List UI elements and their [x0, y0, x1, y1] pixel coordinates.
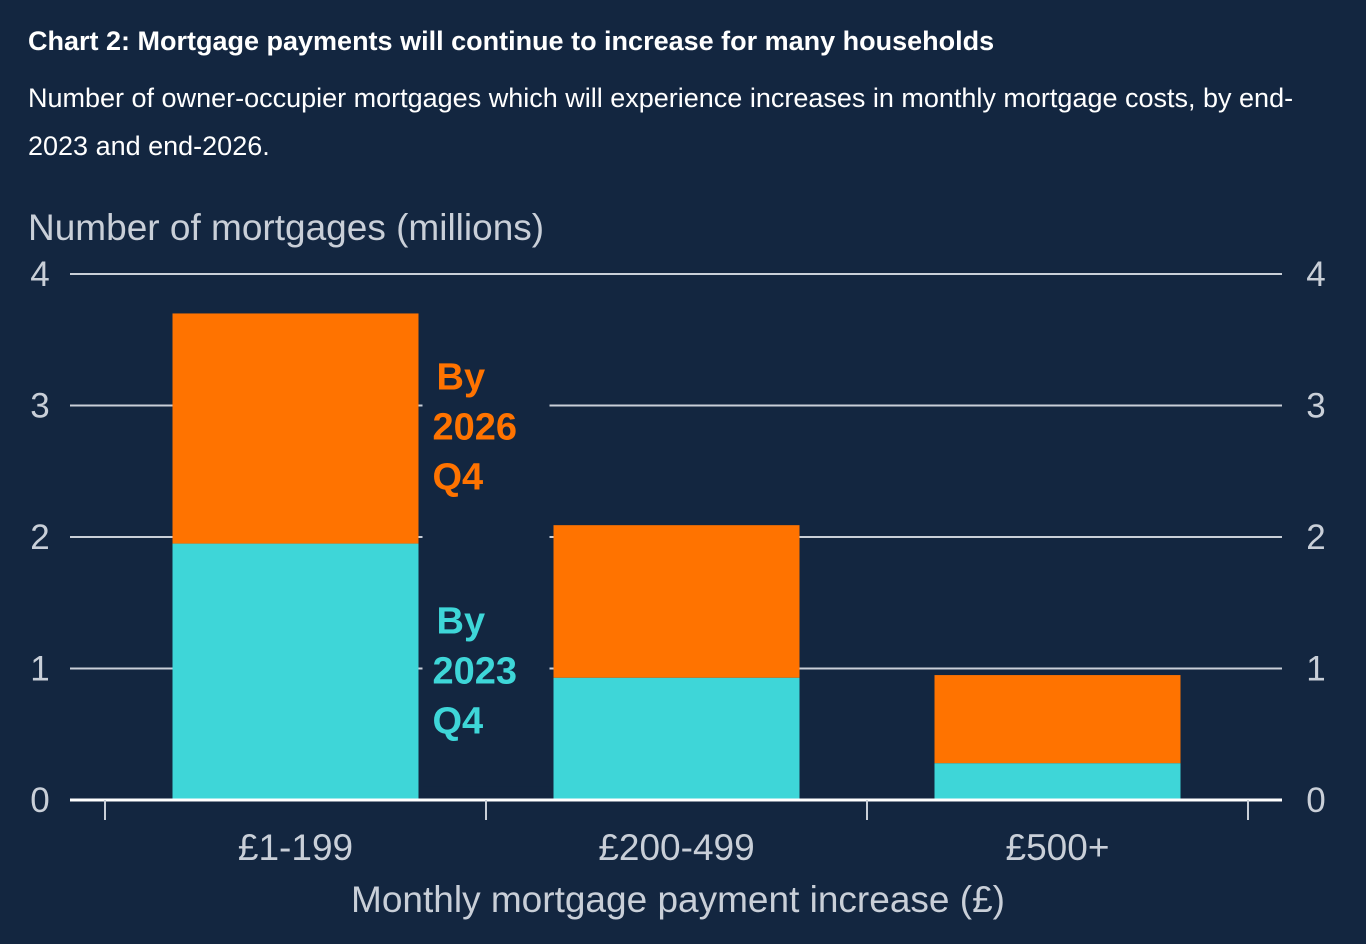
- x-tick-label: £1-199: [238, 827, 353, 868]
- x-tick-label: £500+: [1006, 827, 1110, 868]
- annotation-label: By: [437, 356, 486, 398]
- bar-by-2023-q4-3: [934, 763, 1181, 800]
- axes: 0 0 1 1 2 2 3 3 4 4 £1-199 £200-499 £500+: [30, 255, 1325, 868]
- annotation-backdrop: [422, 313, 550, 787]
- annotation-label: Q4: [433, 701, 484, 743]
- annotation-label: 2026: [433, 406, 518, 448]
- y-tick-label-left: 0: [30, 781, 49, 820]
- chart-subtitle: Number of owner-occupier mortgages which…: [28, 83, 1294, 161]
- bars: [172, 313, 1181, 800]
- y-tick-label-left: 4: [30, 255, 49, 294]
- y-tick-label-right: 2: [1306, 518, 1325, 557]
- annotation-label: Q4: [433, 456, 484, 498]
- x-tick-label: £200-499: [598, 827, 754, 868]
- y-tick-label-right: 4: [1306, 255, 1325, 294]
- y-tick-label-left: 3: [30, 387, 49, 426]
- annotation-label: By: [437, 601, 486, 643]
- y-tick-label-right: 3: [1306, 387, 1325, 426]
- bar-by-2026-q4-3: [934, 675, 1181, 764]
- bar-by-2023-q4-1: [172, 543, 419, 800]
- y-axis-label: Number of mortgages (millions): [28, 207, 544, 248]
- bar-by-2026-q4-2: [553, 525, 800, 678]
- y-tick-label-right: 0: [1306, 781, 1325, 820]
- chart-title: Chart 2: Mortgage payments will continue…: [28, 26, 995, 56]
- y-tick-label-left: 1: [30, 650, 49, 689]
- bar-by-2026-q4-1: [172, 313, 419, 544]
- x-axis-label: Monthly mortgage payment increase (£): [351, 879, 1005, 920]
- annotation-label: 2023: [433, 651, 518, 693]
- annotations: By 2026 Q4 By 2023 Q4: [433, 356, 518, 742]
- bar-by-2023-q4-2: [553, 677, 800, 800]
- y-tick-label-right: 1: [1306, 650, 1325, 689]
- y-tick-label-left: 2: [30, 518, 49, 557]
